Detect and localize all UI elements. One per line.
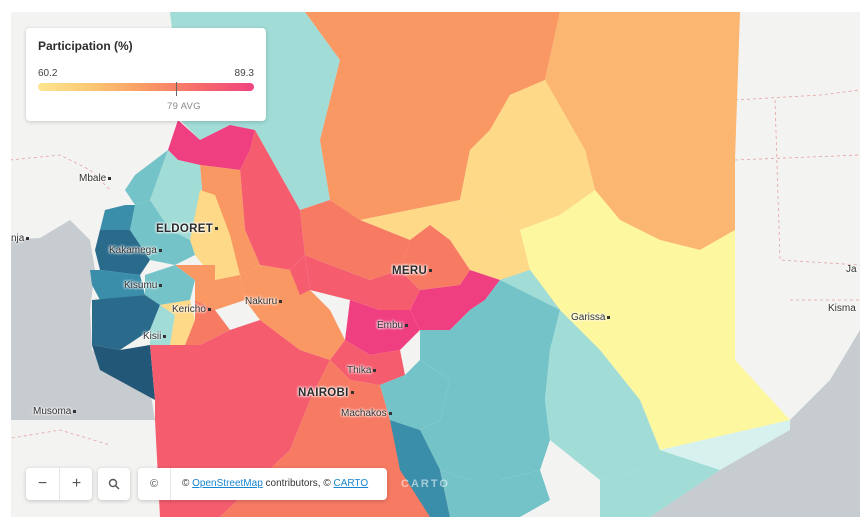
county-bungoma xyxy=(125,150,168,205)
county-tana-river xyxy=(500,270,660,480)
county-bomet xyxy=(185,300,230,345)
carto-link[interactable]: CARTO xyxy=(333,478,369,489)
legend-gradient-bar xyxy=(38,83,254,91)
county-laikipia xyxy=(305,255,420,310)
city-label-machakos: Machakos xyxy=(341,408,392,419)
county-nyamira xyxy=(160,300,195,345)
city-label-thika: Thika xyxy=(347,365,377,376)
city-label-kisma: Kisma xyxy=(828,303,856,314)
county-homa-bay xyxy=(92,295,160,350)
county-nyandarua xyxy=(290,255,310,295)
legend-avg-label: 79 AVG xyxy=(167,101,201,112)
legend-panel: Participation (%) 60.2 89.3 79 AVG xyxy=(26,28,266,121)
county-kakamega xyxy=(95,230,150,275)
attribution-panel: © © OpenStreetMap contributors, © CARTO xyxy=(138,468,387,500)
county-vihiga xyxy=(100,205,135,230)
legend-min-value: 60.2 xyxy=(38,68,58,79)
city-label-kisumu: Kisumu xyxy=(124,280,163,291)
county-isiolo xyxy=(360,200,530,280)
county-narok xyxy=(150,320,330,517)
openstreetmap-link[interactable]: OpenStreetMap xyxy=(192,478,263,489)
search-button[interactable] xyxy=(98,468,130,500)
search-icon xyxy=(108,478,120,490)
city-label-kakamega: Kakamega xyxy=(109,245,162,256)
county-lamu xyxy=(660,420,790,470)
indian-ocean xyxy=(650,330,860,517)
carto-watermark: CARTO xyxy=(401,478,450,490)
legend-max-value: 89.3 xyxy=(234,68,254,79)
county-busia xyxy=(90,270,145,300)
county-wajir xyxy=(520,190,790,450)
attribution-text: © OpenStreetMap contributors, © CARTO xyxy=(182,478,368,489)
county-migori xyxy=(92,345,155,400)
legend-title: Participation (%) xyxy=(38,39,133,53)
county-nandi xyxy=(130,200,195,265)
county-nyeri xyxy=(345,300,420,355)
county-kiambu xyxy=(330,340,405,385)
city-label-meru: MERU xyxy=(392,265,433,277)
county-kisumu xyxy=(145,265,195,305)
city-label-garissa: Garissa xyxy=(571,312,611,323)
county-machakos xyxy=(380,360,450,430)
city-label-nairobi: NAIROBI xyxy=(298,387,354,399)
county-tharaka xyxy=(410,270,500,330)
county-turkana xyxy=(168,120,255,170)
legend-avg-marker xyxy=(176,82,177,96)
county-wajir-north xyxy=(460,80,595,230)
county-kericho xyxy=(175,265,245,310)
city-label-kisii: Kisii xyxy=(143,331,167,342)
county-uasin-gishu xyxy=(190,190,240,280)
city-label-musoma: Musoma xyxy=(33,406,77,417)
zoom-in-button[interactable]: + xyxy=(59,468,93,500)
city-label-eldoret: ELDORET xyxy=(156,223,219,235)
county-west-pokot xyxy=(240,130,305,270)
county-embu-kitui xyxy=(410,270,560,480)
city-label-nja: nja xyxy=(11,233,30,244)
zoom-out-button[interactable]: − xyxy=(37,475,48,492)
city-label-mbale: Mbale xyxy=(79,173,112,184)
city-label-nakuru: Nakuru xyxy=(245,296,283,307)
county-kisii xyxy=(150,305,175,345)
county-meru xyxy=(400,225,470,290)
county-nakuru xyxy=(240,265,345,360)
zoom-control: − + xyxy=(26,468,92,500)
county-kwale xyxy=(390,420,450,517)
county-marsabit xyxy=(305,12,560,220)
city-label-embu: Embu xyxy=(377,320,409,331)
county-mandera xyxy=(545,12,740,250)
country-borders xyxy=(0,89,860,446)
attribution-prefix: © xyxy=(182,478,193,489)
county-kilifi xyxy=(600,450,720,517)
county-eldoret xyxy=(150,150,205,240)
city-label-kericho: Kericho xyxy=(172,304,211,315)
attribution-mid: contributors, © xyxy=(262,478,334,489)
city-label-ja: Ja xyxy=(846,264,857,275)
county-samburu xyxy=(300,200,410,280)
attribution-toggle-button[interactable]: © xyxy=(138,468,171,500)
county-taita xyxy=(440,470,550,517)
